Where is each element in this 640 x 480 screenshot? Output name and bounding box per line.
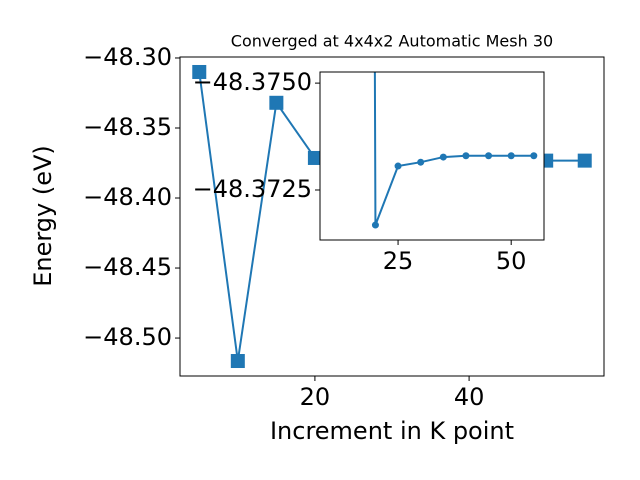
marker <box>307 150 322 165</box>
y-tick-label: −48.30 <box>83 43 172 71</box>
x-tick-label: 50 <box>496 247 527 275</box>
marker <box>269 95 284 110</box>
marker <box>192 64 207 79</box>
marker <box>439 153 447 161</box>
y-axis-label: Energy (eV) <box>29 145 57 287</box>
x-tick-label: 40 <box>454 383 485 411</box>
y-tick-label: −48.3725 <box>193 175 312 203</box>
marker <box>417 158 425 166</box>
y-tick-label: −48.50 <box>83 323 172 351</box>
axes-frame <box>179 56 605 377</box>
x-tick-label: 25 <box>383 247 414 275</box>
x-tick-label: 20 <box>300 383 331 411</box>
chart-title: Converged at 4x4x2 Automatic Mesh 30 <box>231 32 553 51</box>
axes-frame <box>319 71 545 241</box>
marker <box>485 152 493 160</box>
y-tick-label: −48.3750 <box>193 68 312 96</box>
marker <box>577 153 592 168</box>
marker <box>230 354 245 369</box>
x-axis-label: Increment in K point <box>270 417 514 445</box>
marker <box>507 152 515 160</box>
y-tick-label: −48.40 <box>83 183 172 211</box>
y-tick-label: −48.45 <box>83 253 172 281</box>
marker <box>462 152 470 160</box>
series <box>371 72 538 229</box>
marker <box>394 162 402 170</box>
marker <box>530 152 538 160</box>
y-tick-label: −48.35 <box>83 113 172 141</box>
marker <box>371 221 379 229</box>
